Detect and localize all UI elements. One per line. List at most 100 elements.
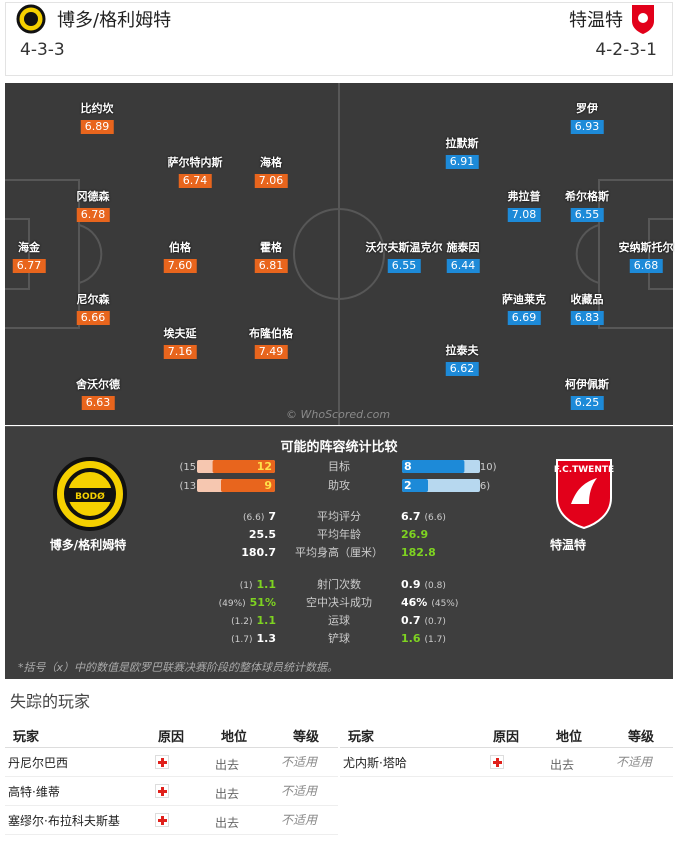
home-bar	[212, 460, 275, 473]
home-formation: 4-3-3	[20, 40, 65, 60]
player-name[interactable]: 施泰因	[446, 241, 480, 254]
away-logo: F.C.TWENTE	[554, 459, 614, 530]
away-bar	[402, 479, 428, 492]
injury-icon	[155, 784, 169, 798]
away-bar-value: 2	[404, 479, 412, 492]
player-rating: 7.49	[254, 345, 288, 359]
column-header: 地位	[556, 730, 583, 745]
player-name[interactable]: 埃夫延	[163, 327, 197, 340]
player-rating: 6.69	[507, 311, 541, 325]
stat-label: 平均身高（厘米）	[295, 546, 383, 559]
stat-home: 25.5	[150, 528, 276, 542]
player-rating: 6.63	[81, 396, 115, 410]
stat-away-value: 1.6	[401, 632, 421, 645]
player[interactable]: 高特·维蒂	[8, 785, 60, 799]
player-name[interactable]: 海格	[260, 156, 282, 169]
row-bg	[5, 747, 338, 777]
table-header-bg	[340, 722, 673, 748]
stat-away-value: 26.9	[401, 528, 429, 541]
home-total: (15)	[179, 462, 200, 473]
player-name[interactable]: 萨尔特内斯	[167, 156, 223, 169]
stat-away-ref: (0.7)	[424, 617, 446, 627]
player-name[interactable]: 舍沃尔德	[76, 378, 120, 391]
footnote: *括号（x）中的数值是欧罗巴联赛决赛阶段的整体球员统计数据。	[18, 661, 339, 674]
column-header: 等级	[293, 730, 320, 745]
player-name[interactable]: 罗伊	[576, 102, 598, 115]
stat-home-value: 7	[268, 510, 276, 523]
player-name[interactable]: 安纳斯托尔	[618, 241, 674, 254]
player-name[interactable]: 海金	[18, 241, 40, 254]
level: 不适用	[281, 755, 318, 769]
player[interactable]: 塞缪尔·布拉科夫斯基	[8, 814, 120, 828]
player-rating: 6.89	[80, 120, 114, 134]
away-bar	[402, 460, 465, 473]
player-name[interactable]: 萨迪莱克	[502, 293, 546, 306]
player-name[interactable]: 弗拉普	[507, 190, 541, 203]
stat-away-ref: (1.7)	[424, 635, 446, 645]
watermark: © WhoScored.com	[286, 408, 391, 421]
cross-h	[493, 761, 502, 764]
player-name[interactable]: 冈德森	[76, 190, 110, 203]
home-name[interactable]: 博多/格利姆特	[57, 10, 172, 31]
level: 不适用	[281, 813, 318, 827]
stat-away-value: 6.7	[401, 510, 421, 523]
player-name[interactable]: 希尔格斯	[565, 190, 609, 203]
bar-layer: (15) 12 目标 (10) 8 (13) 9 助攻 (6) 2	[179, 459, 497, 492]
player-rating: 6.78	[76, 208, 110, 222]
player[interactable]: 尤内斯·塔哈	[343, 756, 407, 770]
player-rating: 7.60	[163, 259, 197, 273]
stat-label: 射门次数	[317, 578, 361, 591]
stat-home-value: 1.3	[256, 632, 277, 645]
row-bg	[5, 805, 338, 835]
stat-label: 平均评分	[317, 510, 361, 523]
player[interactable]: 丹尼尔巴西	[8, 756, 69, 770]
column-header: 原因	[158, 730, 185, 745]
status: 出去	[215, 787, 240, 801]
player-rating: 6.91	[445, 155, 479, 169]
row-bg	[5, 776, 338, 806]
player-rating: 6.83	[570, 311, 604, 325]
player-rating: 6.66	[76, 311, 110, 325]
player-name[interactable]: 霍格	[260, 241, 282, 254]
player-name[interactable]: 拉默斯	[445, 137, 479, 150]
table-header-bg	[5, 722, 338, 748]
stat-label: 铲球	[328, 632, 350, 645]
stat-away: 0.7 (0.7)	[401, 614, 450, 629]
stat-away: 6.7 (6.6)	[401, 510, 450, 525]
player-name[interactable]: 沃尔夫斯温克尔	[365, 241, 443, 254]
away-team[interactable]: 特温特	[549, 538, 587, 552]
player-rating: 6.25	[570, 396, 604, 410]
bar-label: 助攻	[328, 478, 350, 492]
player-name[interactable]: 尼尔森	[76, 293, 110, 306]
home-logo-small	[16, 4, 46, 34]
player-name[interactable]: 比约坎	[80, 102, 114, 115]
stat-away-value: 46%	[401, 596, 428, 609]
stat-away-ref: (0.8)	[424, 581, 446, 591]
player-rating: 6.68	[629, 259, 663, 273]
away-logo-small	[632, 5, 654, 34]
player-rating: 6.55	[570, 208, 604, 222]
player-name[interactable]: 收藏品	[570, 293, 604, 306]
stat-home: (1.7) 1.3	[150, 632, 276, 647]
home-bar-value: 9	[264, 479, 272, 492]
player-rating: 6.44	[446, 259, 480, 273]
stat-away-ref: (45%)	[431, 599, 459, 609]
stat-home-ref: (1.2)	[231, 617, 253, 627]
row-bg	[340, 747, 673, 777]
away-name[interactable]: 特温特	[569, 10, 623, 31]
player-rating: 7.06	[254, 174, 288, 188]
home-team[interactable]: 博多/格利姆特	[49, 538, 127, 552]
player-rating: 6.93	[570, 120, 604, 134]
player-name[interactable]: 拉泰夫	[445, 344, 479, 357]
player-name[interactable]: 柯伊佩斯	[565, 378, 609, 391]
stat-home: (6.6) 7	[150, 510, 276, 525]
status: 出去	[550, 758, 575, 772]
away-bar-value: 8	[404, 460, 412, 473]
home-bar-value: 12	[257, 460, 272, 473]
player-name[interactable]: 伯格	[169, 241, 191, 254]
cross-h	[158, 790, 167, 793]
column-header: 地位	[221, 730, 248, 745]
cross-h	[158, 761, 167, 764]
player-name[interactable]: 布隆伯格	[249, 327, 293, 340]
